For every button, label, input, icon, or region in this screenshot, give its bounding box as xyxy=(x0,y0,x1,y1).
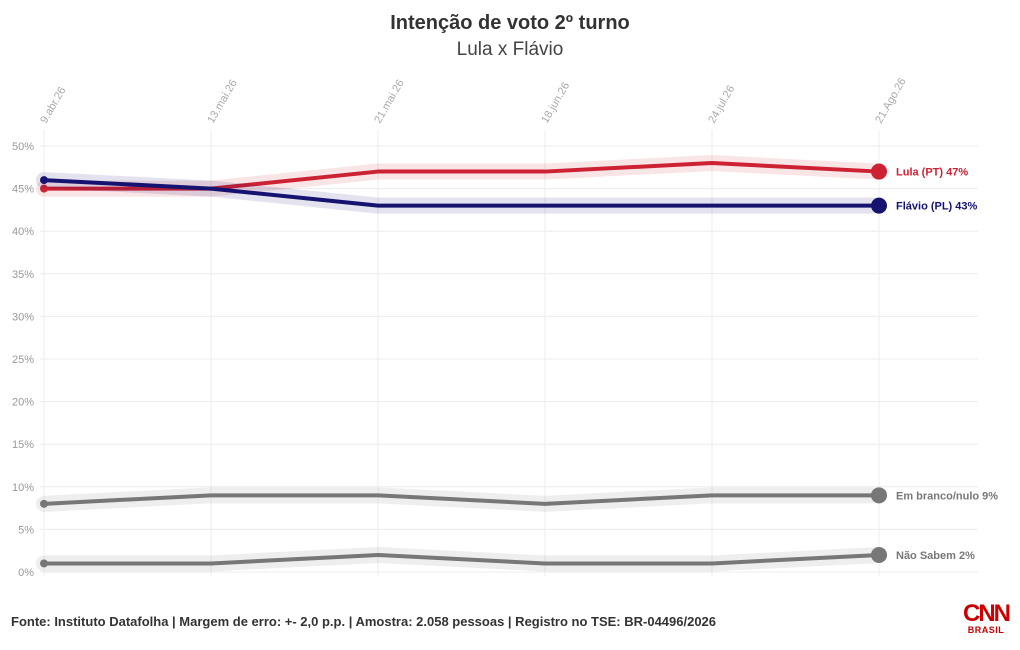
series-end-point xyxy=(871,487,887,504)
y-tick-label: 25% xyxy=(12,354,34,366)
y-tick-label: 40% xyxy=(12,226,34,238)
series xyxy=(36,155,887,572)
x-tick-label: 24.jul.26 xyxy=(706,83,737,125)
end-labels: Lula (PT) 47% Flávio (PL) 43% Em branco/nu… xyxy=(896,167,998,562)
x-tick-label: 21.mai.26 xyxy=(372,78,407,126)
chart-subtitle: Lula x Flávio xyxy=(456,39,564,60)
data-point xyxy=(40,176,48,185)
chart-title: Intenção de voto 2º turno xyxy=(390,12,630,34)
y-tick-label: 5% xyxy=(18,524,34,536)
y-tick-label: 10% xyxy=(12,482,34,494)
data-point xyxy=(40,559,48,568)
x-tick-label: 9.abr.26 xyxy=(38,85,68,125)
y-tick-label: 0% xyxy=(18,567,34,579)
y-tick-label: 30% xyxy=(12,311,34,323)
series-line xyxy=(42,493,881,506)
logo-mark: CNN xyxy=(963,600,1011,627)
y-tick-label: 35% xyxy=(12,269,34,281)
x-tick-label: 21.Ago.26 xyxy=(873,76,908,125)
series-line xyxy=(42,552,881,566)
data-point xyxy=(40,499,48,508)
cnn-brasil-logo: CNN BRASIL xyxy=(959,600,1013,636)
series-end-point xyxy=(871,197,887,214)
series-end-label: Em branco/nulo 9% xyxy=(896,490,998,502)
source-footer: Fonte: Instituto Datafolha | Margem de e… xyxy=(11,614,717,629)
x-tick-label: 18.jun.26 xyxy=(539,80,572,125)
series-end-point xyxy=(871,163,887,180)
series-end-label: Não Sabem 2% xyxy=(896,550,975,562)
series-band xyxy=(36,172,887,214)
x-tick-label: 13.mai.26 xyxy=(205,78,240,126)
y-tick-label: 15% xyxy=(12,439,34,451)
series-end-label: Flávio (PL) 43% xyxy=(896,201,978,213)
logo-sub: BRASIL xyxy=(967,625,1005,635)
series-end-point xyxy=(871,546,887,563)
y-tick-label: 45% xyxy=(12,184,34,196)
series-line xyxy=(42,178,881,208)
data-point xyxy=(40,184,48,193)
series-end-label: Lula (PT) 47% xyxy=(896,167,968,179)
y-tick-label: 20% xyxy=(12,397,34,409)
y-tick-label: 50% xyxy=(12,141,34,153)
